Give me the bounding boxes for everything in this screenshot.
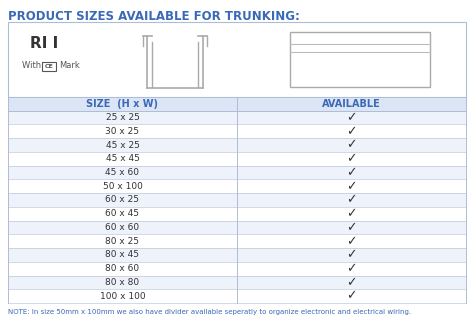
Text: ✓: ✓ — [346, 111, 357, 124]
Bar — [42, 62, 56, 71]
Text: 100 x 100: 100 x 100 — [100, 292, 146, 301]
Text: 60 x 60: 60 x 60 — [105, 223, 139, 232]
Text: ✓: ✓ — [346, 248, 357, 261]
Bar — [8, 138, 466, 152]
Text: With: With — [22, 61, 44, 70]
Text: ✓: ✓ — [346, 221, 357, 234]
Bar — [8, 193, 466, 207]
Bar — [8, 179, 466, 193]
Text: ✓: ✓ — [346, 262, 357, 275]
Text: ✓: ✓ — [346, 180, 357, 193]
Text: 45 x 60: 45 x 60 — [106, 168, 139, 177]
Text: ✓: ✓ — [346, 139, 357, 151]
Text: CE: CE — [45, 64, 54, 69]
Bar — [8, 97, 466, 111]
Text: ✓: ✓ — [346, 193, 357, 206]
Text: 45 x 45: 45 x 45 — [106, 154, 139, 163]
Bar — [290, 32, 430, 87]
Bar — [8, 124, 466, 138]
Text: 60 x 25: 60 x 25 — [106, 195, 139, 204]
Text: ✓: ✓ — [346, 152, 357, 165]
Text: NOTE: In size 50mm x 100mm we also have divider available seperatly to organize : NOTE: In size 50mm x 100mm we also have … — [8, 309, 411, 315]
Text: ✓: ✓ — [346, 235, 357, 248]
Bar — [8, 289, 466, 303]
Bar — [8, 276, 466, 289]
Bar — [8, 221, 466, 234]
Bar — [8, 166, 466, 179]
Bar — [8, 262, 466, 276]
Text: ✓: ✓ — [346, 276, 357, 289]
Text: 60 x 45: 60 x 45 — [106, 209, 139, 218]
Text: AVAILABLE: AVAILABLE — [322, 99, 381, 109]
Text: ✓: ✓ — [346, 166, 357, 179]
Text: 50 x 100: 50 x 100 — [102, 182, 143, 191]
Text: 30 x 25: 30 x 25 — [106, 127, 139, 136]
Text: ✓: ✓ — [346, 290, 357, 303]
Text: 45 x 25: 45 x 25 — [106, 141, 139, 150]
Text: 25 x 25: 25 x 25 — [106, 113, 139, 122]
Text: ✓: ✓ — [346, 125, 357, 138]
Bar — [8, 248, 466, 262]
Text: 80 x 80: 80 x 80 — [105, 278, 139, 287]
Text: Mark: Mark — [59, 61, 80, 70]
Bar — [8, 22, 466, 97]
Bar — [8, 111, 466, 124]
Bar — [8, 234, 466, 248]
Text: PRODUCT SIZES AVAILABLE FOR TRUNKING:: PRODUCT SIZES AVAILABLE FOR TRUNKING: — [8, 10, 300, 23]
Text: RI I: RI I — [30, 36, 58, 51]
Text: 80 x 45: 80 x 45 — [106, 250, 139, 259]
Text: SIZE  (H x W): SIZE (H x W) — [86, 99, 158, 109]
Text: ✓: ✓ — [346, 207, 357, 220]
Bar — [8, 152, 466, 166]
Text: 80 x 25: 80 x 25 — [106, 237, 139, 246]
Bar — [8, 207, 466, 221]
Text: 80 x 60: 80 x 60 — [105, 264, 139, 273]
